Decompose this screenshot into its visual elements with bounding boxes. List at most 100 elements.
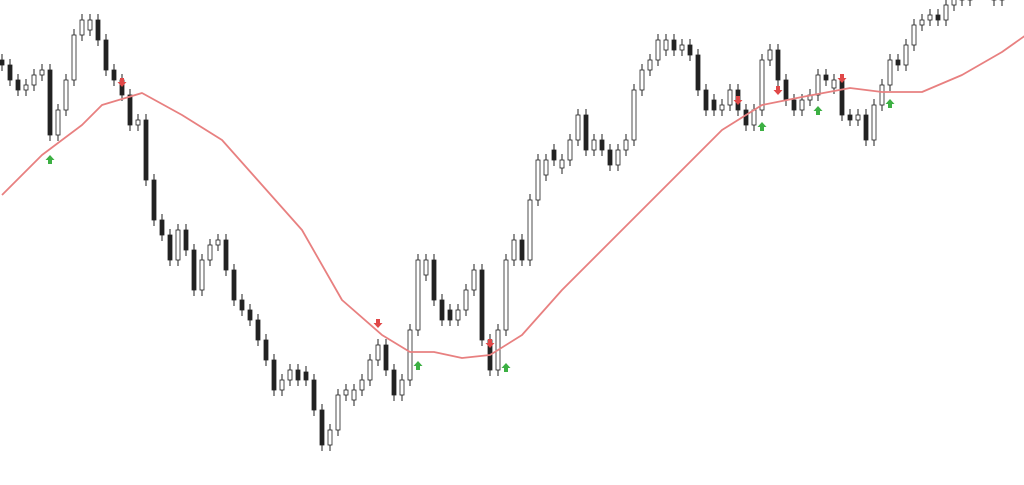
candle-body-down <box>847 114 853 121</box>
candle-body-up <box>359 379 365 391</box>
candle-body-up <box>575 114 581 141</box>
candle <box>463 284 469 316</box>
sell-arrow-icon <box>373 319 383 328</box>
candle-body-down <box>303 371 309 381</box>
candle <box>383 339 389 376</box>
candle <box>151 174 157 226</box>
candle <box>423 254 429 281</box>
candle-body-down <box>863 114 869 141</box>
buy-arrow-icon <box>501 363 511 372</box>
candle-body-down <box>47 69 53 136</box>
candle-body-down <box>247 309 253 321</box>
candle <box>815 69 821 101</box>
candle <box>591 134 597 156</box>
candle-body-down <box>263 339 269 361</box>
candle <box>263 334 269 366</box>
candles-layer <box>0 0 1005 451</box>
candle-body-up <box>679 44 685 51</box>
candle <box>671 34 677 56</box>
candle-body-down <box>439 299 445 321</box>
candle-body-down <box>319 409 325 446</box>
candle <box>503 254 509 336</box>
candle <box>631 84 637 146</box>
candle <box>991 0 997 6</box>
candle-body-up <box>399 379 405 396</box>
candle <box>319 404 325 451</box>
candle-body-up <box>767 49 773 61</box>
candle-body-up <box>535 159 541 201</box>
candle <box>95 14 101 46</box>
candle <box>111 64 117 86</box>
candle-body-up <box>631 89 637 141</box>
candle <box>47 64 53 141</box>
candle-body-down <box>183 229 189 251</box>
candle <box>679 39 685 56</box>
candle <box>727 84 733 111</box>
candle <box>375 339 381 366</box>
candle <box>175 224 181 266</box>
candle <box>863 109 869 146</box>
candle-body-down <box>103 39 109 71</box>
candle-body-up <box>871 104 877 141</box>
signals-layer <box>45 74 895 372</box>
candle-body-down <box>823 74 829 81</box>
candle-body-up <box>951 0 957 6</box>
candle-body-up <box>23 84 29 91</box>
buy-arrow-icon <box>757 122 767 131</box>
candle <box>343 384 349 401</box>
candle-body-down <box>695 54 701 91</box>
candle-body-down <box>791 99 797 111</box>
candle <box>159 214 165 241</box>
sell-arrow-icon <box>773 86 783 95</box>
candle-body-up <box>919 19 925 26</box>
candle-body-up <box>55 109 61 136</box>
candle-body-down <box>127 94 133 126</box>
candle <box>255 314 261 346</box>
candle <box>527 194 533 266</box>
candle-body-up <box>343 389 349 396</box>
candle <box>63 74 69 116</box>
candle-body-up <box>799 99 805 111</box>
candle-body-up <box>71 34 77 81</box>
candle <box>455 304 461 326</box>
candle <box>7 59 13 86</box>
candle <box>751 104 757 131</box>
candle-body-down <box>895 59 901 66</box>
candle <box>943 0 949 26</box>
candle-body-up <box>423 259 429 276</box>
candle <box>391 364 397 401</box>
candle <box>791 94 797 116</box>
candle-body-down <box>711 99 717 111</box>
candle-body-down <box>159 219 165 236</box>
candle <box>775 44 781 86</box>
candle-body-up <box>751 109 757 126</box>
candle-body-up <box>79 19 85 36</box>
candle <box>911 19 917 51</box>
candle-body-up <box>655 39 661 61</box>
candle <box>575 109 581 146</box>
candle-body-down <box>583 114 589 151</box>
candle-body-up <box>375 344 381 361</box>
candle-body-up <box>567 139 573 161</box>
candle <box>807 89 813 106</box>
candle-body-up <box>463 289 469 311</box>
candle <box>743 104 749 131</box>
candle-body-up <box>415 259 421 331</box>
candle-body-down <box>479 269 485 341</box>
candle <box>367 354 373 386</box>
candle <box>79 14 85 41</box>
candle-body-down <box>671 39 677 51</box>
candle-body-up <box>647 59 653 71</box>
candle-body-down <box>231 269 237 301</box>
candle-body-up <box>559 159 565 169</box>
candle-body-down <box>607 149 613 166</box>
candle-body-up <box>855 114 861 121</box>
candle <box>639 64 645 96</box>
candle-body-down <box>431 259 437 301</box>
candle <box>623 134 629 156</box>
candle <box>295 364 301 386</box>
sell-arrow-icon <box>837 74 847 83</box>
candle-body-up <box>407 329 413 381</box>
buy-arrow-icon <box>813 106 823 115</box>
candle <box>879 79 885 111</box>
